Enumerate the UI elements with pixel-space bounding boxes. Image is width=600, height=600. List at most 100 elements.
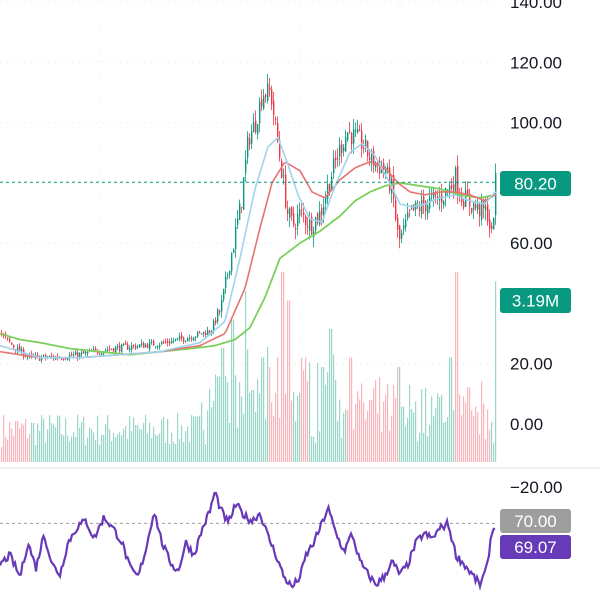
- candle-body: [43, 355, 45, 357]
- candle-body: [121, 344, 123, 353]
- candle-body: [127, 344, 129, 350]
- candle-body: [361, 131, 363, 149]
- volume-bar: [431, 396, 433, 462]
- price-axis-tick: 100.00: [510, 114, 562, 133]
- volume-bar: [93, 432, 95, 462]
- candle-body: [17, 347, 19, 353]
- candle-body: [475, 204, 477, 208]
- candle-body: [353, 128, 355, 144]
- volume-bar: [79, 427, 81, 462]
- candle-body: [115, 346, 117, 353]
- volume-bar: [423, 432, 425, 462]
- ma-slow-line: [0, 181, 497, 356]
- candle-body: [111, 348, 113, 350]
- candle-body: [481, 200, 483, 220]
- candle-body: [363, 148, 365, 150]
- candle-body: [373, 150, 375, 166]
- volume-bar: [469, 387, 471, 462]
- candle-body: [175, 338, 177, 341]
- volume-bar: [53, 424, 55, 462]
- candle-body: [217, 309, 219, 322]
- candle-body: [329, 183, 331, 191]
- volume-bar: [187, 426, 189, 462]
- volume-bar: [409, 384, 411, 462]
- candle-body: [181, 335, 183, 339]
- volume-bar: [25, 418, 27, 462]
- volume-bar: [105, 424, 107, 462]
- candle-body: [105, 350, 107, 352]
- volume-bar: [277, 357, 279, 462]
- volume-bar: [327, 372, 329, 462]
- volume-bar: [341, 438, 343, 462]
- volume-bar: [101, 434, 103, 462]
- rsi-reference-badge: 70.00: [500, 509, 571, 533]
- volume-bar: [477, 412, 479, 462]
- volume-bar: [85, 444, 87, 462]
- candle-body: [299, 209, 301, 216]
- volume-bar: [493, 443, 495, 462]
- volume-bar: [391, 415, 393, 462]
- candle-body: [401, 232, 403, 239]
- candle-body: [239, 203, 241, 220]
- candle-body: [107, 349, 109, 351]
- volume-bar: [475, 406, 477, 462]
- candle-body: [315, 217, 317, 231]
- volume-bar: [27, 438, 29, 462]
- candle-body: [487, 204, 489, 222]
- candle-body: [195, 336, 197, 338]
- volume-bar: [465, 402, 467, 462]
- candle-body: [201, 333, 203, 335]
- volume-bar: [347, 409, 349, 462]
- volume-bar: [427, 436, 429, 462]
- candle-body: [139, 344, 141, 348]
- volume-bar: [151, 438, 153, 462]
- candle-body: [347, 132, 349, 141]
- candle-body: [421, 199, 423, 215]
- candle-body: [461, 195, 463, 203]
- volume-bar: [233, 319, 235, 462]
- volume-bar: [197, 416, 199, 462]
- volume-bar: [211, 407, 213, 462]
- candle-body: [479, 204, 481, 217]
- volume-bar: [415, 401, 417, 462]
- candle-body: [395, 200, 397, 220]
- volume-bar: [309, 362, 311, 462]
- volume-bar: [69, 441, 71, 462]
- candle-body: [263, 95, 265, 109]
- candle-body: [119, 345, 121, 352]
- volume-bar: [421, 388, 423, 462]
- candle-body: [285, 174, 287, 208]
- volume-bar: [7, 439, 9, 462]
- candle-body: [477, 201, 479, 210]
- volume-bar: [367, 411, 369, 462]
- volume-bar: [387, 384, 389, 462]
- volume-bar: [153, 426, 155, 462]
- last-price-label: 80.20: [514, 175, 557, 194]
- volume-bar: [459, 394, 461, 462]
- candle-body: [45, 355, 47, 358]
- candle-body: [87, 351, 89, 354]
- volume-bar: [121, 435, 123, 462]
- volume-bar: [447, 417, 449, 462]
- candle-body: [267, 83, 269, 101]
- volume-bar: [241, 396, 243, 462]
- candle-body: [77, 352, 79, 358]
- candle-body: [131, 345, 133, 350]
- candle-body: [249, 138, 251, 145]
- volume-bar: [359, 399, 361, 462]
- volume-bar: [65, 418, 67, 462]
- rsi-axis[interactable]: −20.00: [510, 478, 562, 497]
- candle-body: [443, 201, 445, 206]
- volume-bar: [181, 425, 183, 462]
- volume-bar: [133, 417, 135, 462]
- volume-bar: [1, 446, 3, 462]
- candle-body: [235, 226, 237, 249]
- candle-body: [79, 353, 81, 358]
- candle-body: [159, 345, 161, 348]
- volume-bar: [5, 436, 7, 462]
- candle-body: [51, 356, 53, 358]
- volume-bar: [173, 441, 175, 462]
- volume-bar: [249, 392, 251, 462]
